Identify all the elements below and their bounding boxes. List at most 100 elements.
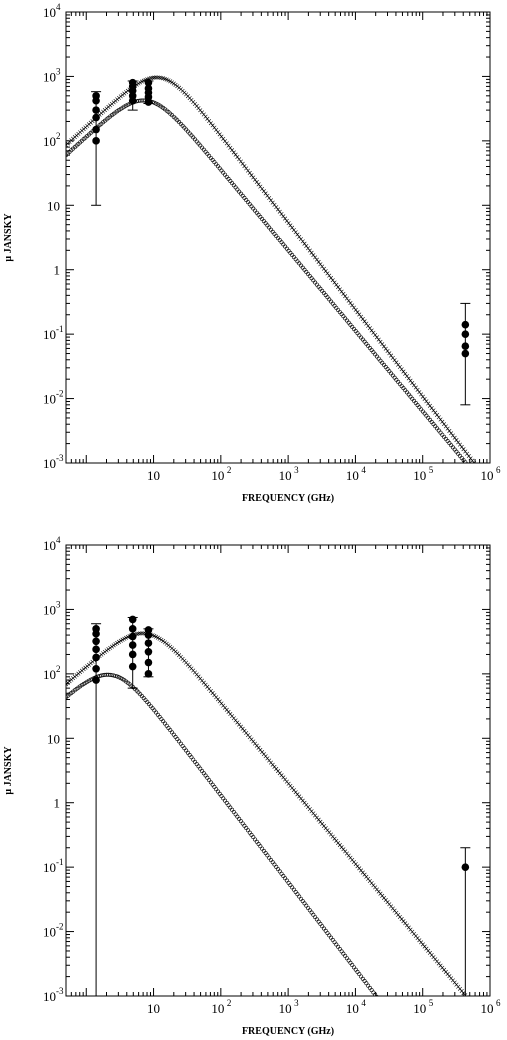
curve-mark-circle [207,778,212,783]
data-point [128,615,137,624]
curve-mark-circle [261,848,266,853]
curve-mark-circle [254,839,259,844]
curve-mark-cross [222,139,228,144]
curve-mark-cross [443,969,448,974]
curve-mark-cross [284,218,289,223]
curve-mark-cross [438,417,443,422]
curve-mark-cross [233,152,238,157]
curve-mark-circle [325,931,330,936]
curve-mark-cross [306,804,311,810]
curve-mark-cross [187,664,192,669]
curve-mark-circle [472,471,475,474]
data-point [461,320,470,329]
curve-mark-circle [253,837,258,842]
curve-mark-cross [413,933,418,938]
curve-mark-cross [215,130,220,135]
curve-mark-cross [404,374,409,379]
curve-mark-cross [240,726,245,731]
curve-mark-cross [313,813,318,818]
curve-mark-cross [362,872,367,877]
curve-mark-cross [385,900,390,905]
curve-mark-circle [330,937,335,942]
data-point [92,664,100,673]
curve-mark-circle [313,915,318,920]
curve-mark-cross [275,769,281,774]
curve-mark-circle [389,1014,392,1017]
data-point-group [91,623,102,996]
curve-mark-cross [286,221,291,226]
curve-mark-cross [277,209,282,214]
y-tick-label: 10 [43,538,56,553]
curve-mark-cross [242,164,247,169]
curve-mark-cross [419,940,424,945]
curve-mark-cross [438,963,443,968]
curve-mark-circle [258,844,263,849]
curve-mark-cross [263,754,268,759]
curve-mark-cross [336,840,341,845]
x-tick-exponent: 6 [496,465,501,475]
y-tick-exponent: -2 [56,922,64,932]
x-tick-exponent: 5 [429,998,434,1008]
curve-mark-cross [332,836,337,841]
curve-mark-cross [231,150,236,155]
x-tick-exponent: 4 [361,998,366,1008]
curve-mark-circle [332,940,337,945]
data-point [144,84,153,93]
curve-mark-cross [343,294,348,299]
curve-mark-cross [318,819,323,824]
curve-mark-circle [97,673,102,678]
curve-mark-cross [369,328,374,333]
data-point [461,349,470,358]
y-tick-label: 10 [43,327,56,342]
curve-mark-cross [392,358,397,363]
curve-mark-circle [302,901,307,906]
curve-mark-cross [367,326,372,331]
curve-mark-cross [344,296,349,301]
curve-mark-cross [401,369,406,374]
curve-mark-circle [194,762,199,767]
curve-mark-circle [272,862,277,867]
curve-mark-cross [152,633,157,638]
curve-mark-circle [379,1000,382,1003]
curve-mark-circle [240,821,245,826]
data-point [92,645,100,654]
data-point [144,639,153,647]
x-tick-exponent: 5 [429,465,434,475]
curve-mark-cross [419,392,424,397]
y-tick-label: 1 [54,263,61,278]
data-point [128,632,137,641]
curve-mark-cross [116,639,122,644]
x-axis-title: FREQUENCY (GHz) [242,493,334,504]
curve-mark-cross [318,262,323,267]
curve-mark-cross [159,637,164,642]
curve-mark-cross [196,674,201,679]
curve-mark-circle [263,851,268,856]
curve-mark-circle [162,721,167,726]
curve-mark-circle [187,753,192,758]
curve-mark-circle [223,798,228,803]
curve-mark-cross [288,783,293,788]
curve-mark-cross [191,668,196,673]
curve-mark-circle [196,764,201,769]
curve-mark-cross [161,76,166,81]
curve-mark-circle [214,787,219,792]
curve-mark-circle [235,814,240,819]
curve-mark-cross [300,239,305,244]
curve-mark-cross [277,771,282,776]
curve-mark-cross [397,364,402,370]
curve-mark-cross [360,317,365,322]
curve-mark-cross [447,974,452,979]
data-point [144,626,153,634]
curve-mark-circle [467,465,470,468]
curve-mark-cross [417,938,422,943]
curve-mark-circle [386,1009,389,1012]
curve-mark-circle [284,878,289,883]
curve-mark-cross [474,1006,478,1010]
curve-mark-cross [108,645,113,650]
curve-mark-cross [415,387,420,392]
curve-mark-cross [399,917,404,922]
curve-mark-cross [196,106,201,111]
curve-mark-circle [369,988,374,993]
curve-mark-cross [353,862,358,867]
curve-mark-cross [471,1002,475,1006]
